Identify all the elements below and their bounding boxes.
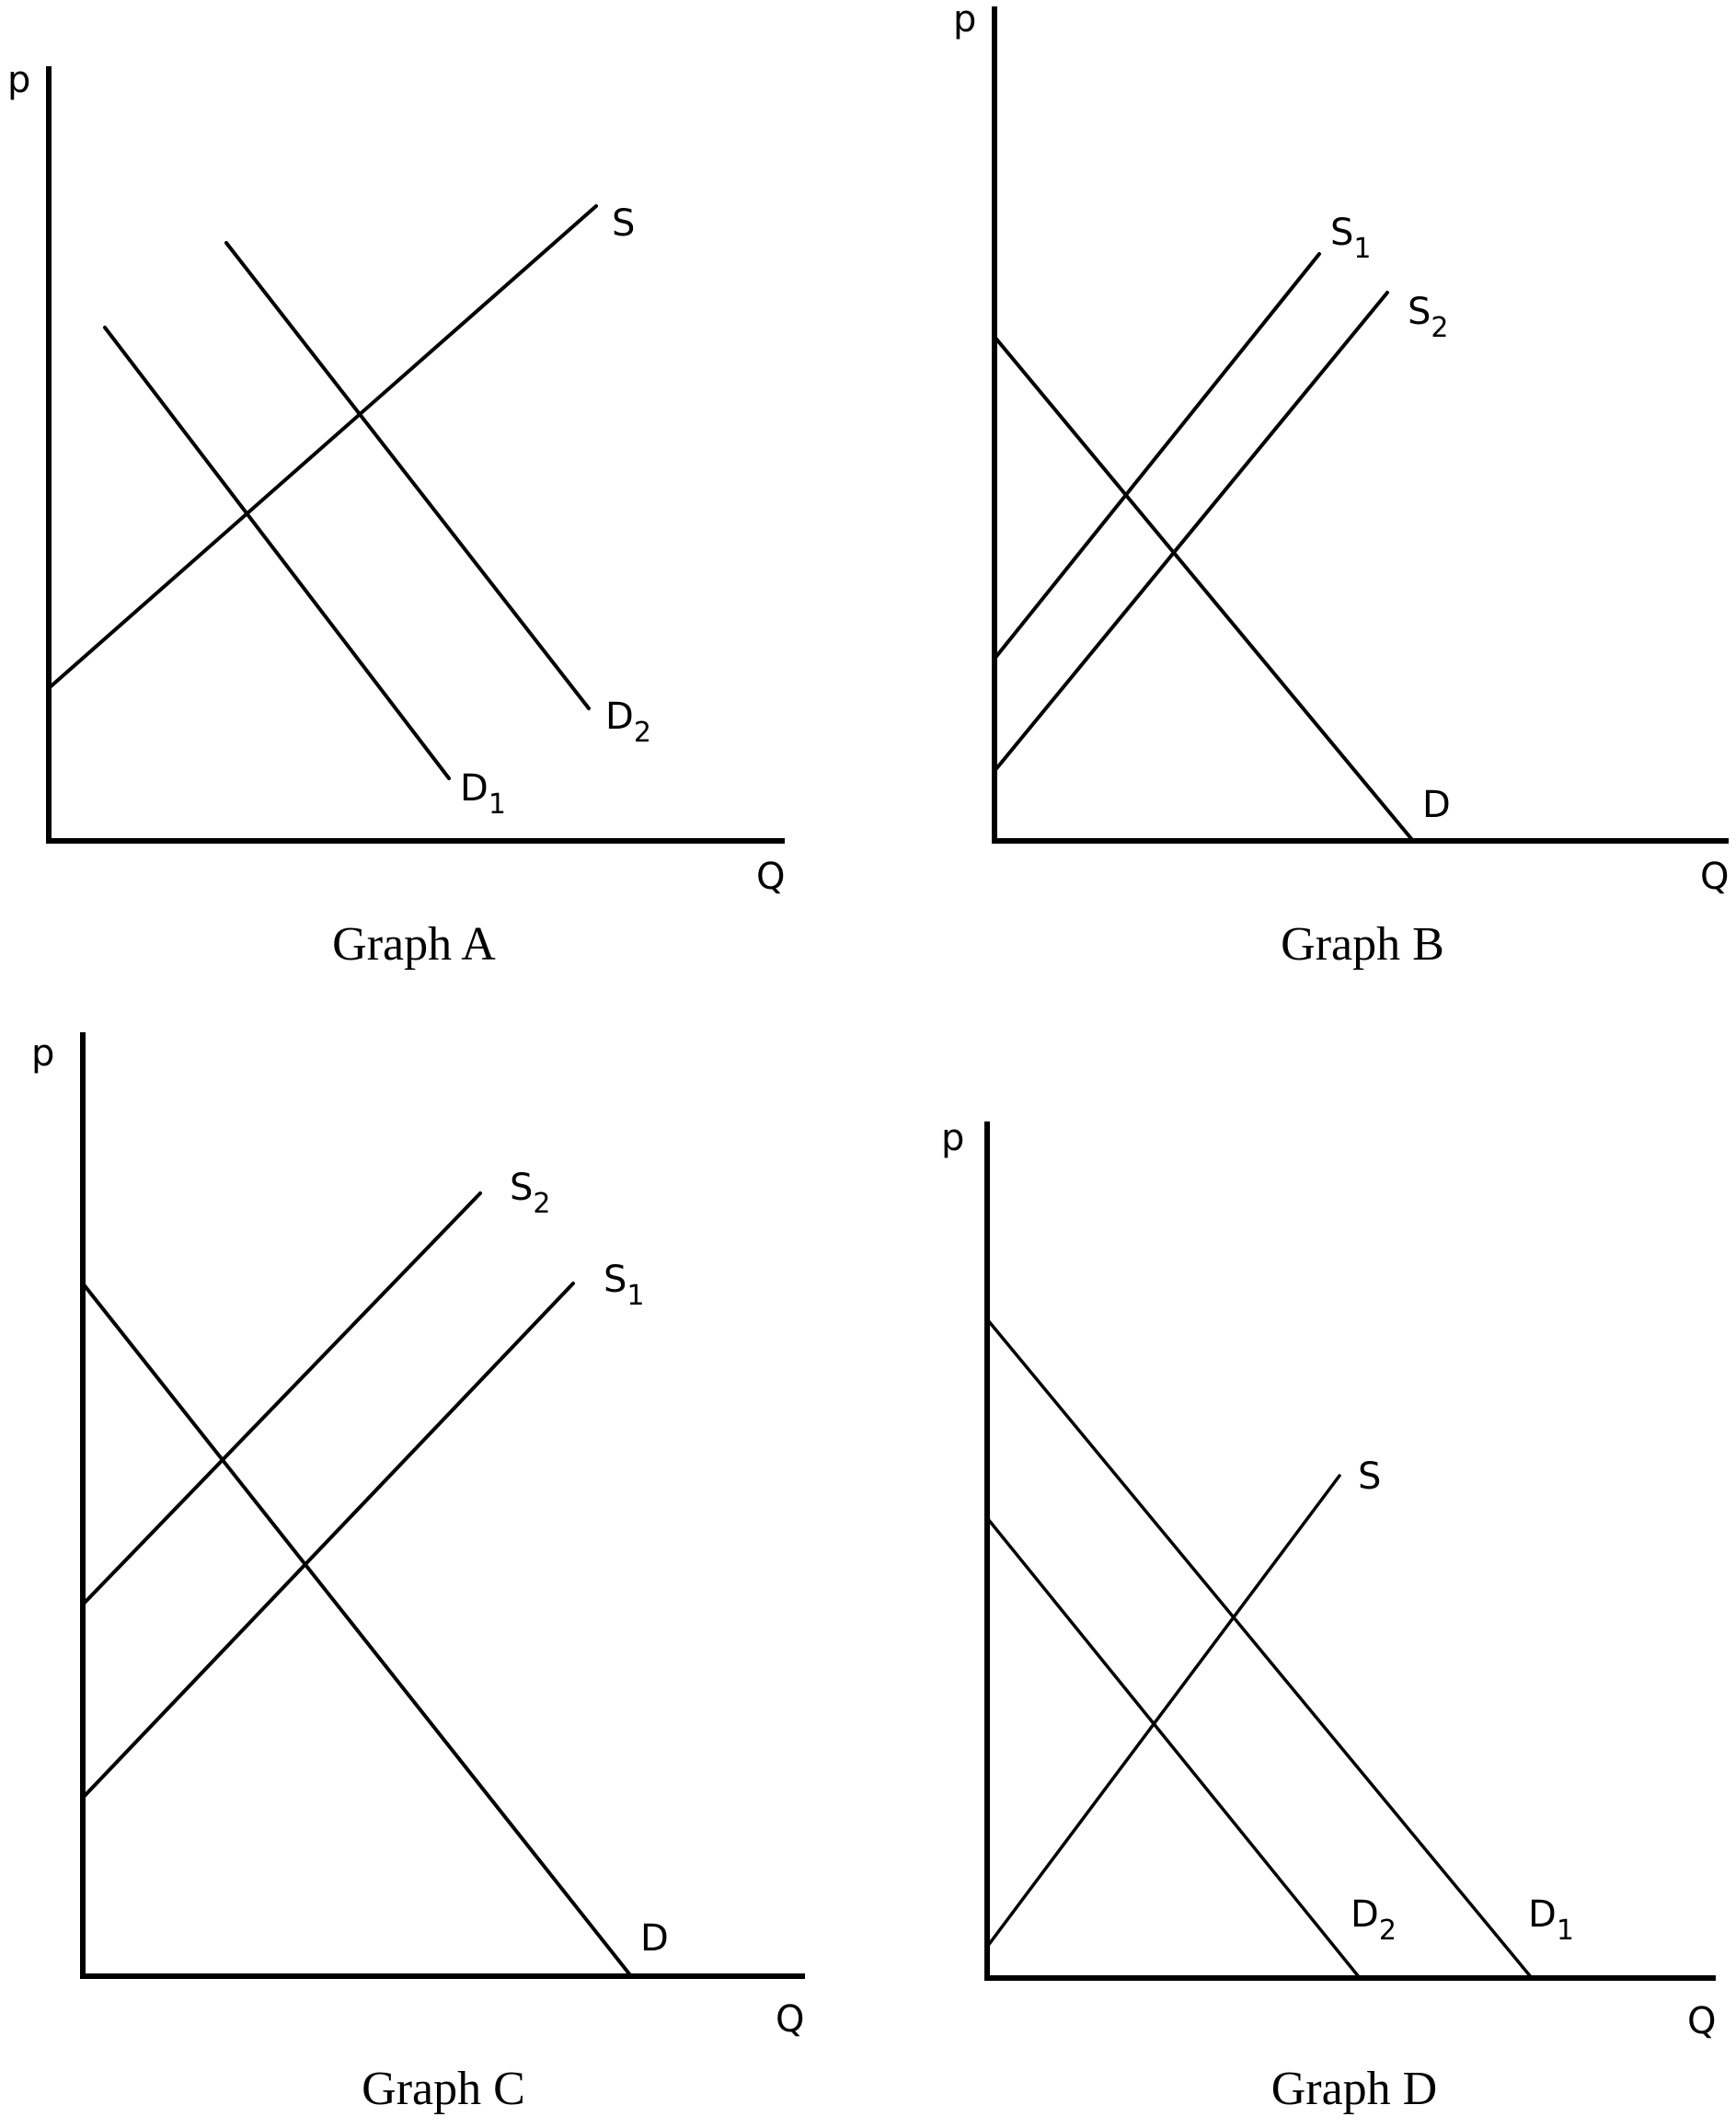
graph-c-demand-curve [81, 1282, 633, 1978]
graph-c-y-axis-label: p [31, 1032, 54, 1075]
graph-c: p Q S2 S1 D Graph C [31, 1032, 805, 2115]
graph-a: p Q S D1 D2 Graph A [7, 59, 785, 971]
graph-c-demand-label: D [640, 1917, 669, 1960]
graph-d-demand-curve-2 [985, 1516, 1362, 1980]
graph-d-y-axis-label: p [941, 1117, 964, 1159]
graph-a-demand-curve-2 [224, 241, 591, 710]
graph-d-supply-curve [985, 1474, 1341, 1949]
graph-d-caption: Graph D [1271, 2063, 1438, 2115]
graph-b-supply-curve-2 [993, 291, 1389, 773]
graph-c-caption: Graph C [362, 2063, 525, 2115]
graph-a-y-axis-label: p [7, 59, 30, 101]
graph-c-supply-1-label: S1 [604, 1259, 644, 1312]
graph-c-x-axis-label: Q [776, 1998, 804, 2041]
graph-b-demand-label: D [1422, 784, 1451, 826]
graph-d-demand-curve-1 [985, 1317, 1534, 1980]
graph-b-x-axis-label: Q [1700, 856, 1729, 898]
graph-b-caption: Graph B [1281, 918, 1444, 971]
graph-d-supply-label: S [1358, 1455, 1381, 1498]
graph-b-demand-curve [993, 335, 1415, 843]
graph-c-supply-curve-1 [81, 1282, 575, 1800]
graph-c-supply-2-label: S2 [510, 1167, 550, 1220]
graph-a-supply-label: S [612, 202, 635, 245]
graph-d-demand-2-label: D2 [1351, 1893, 1397, 1947]
graph-b-supply-2-label: S2 [1408, 291, 1448, 344]
graph-d-x-axis-label: Q [1687, 2000, 1716, 2042]
graph-b-supply-curve-1 [993, 252, 1321, 661]
graph-a-demand-curve-1 [103, 326, 451, 780]
graph-d: p Q S D2 D1 Graph D [941, 1117, 1716, 2115]
graph-b: p Q S1 S2 D Graph B [953, 0, 1729, 971]
graph-a-caption: Graph A [332, 918, 496, 971]
graph-a-demand-1-label: D1 [460, 767, 506, 821]
graph-b-supply-1-label: S1 [1330, 212, 1371, 265]
graph-d-demand-1-label: D1 [1528, 1893, 1574, 1947]
graph-b-y-axis-label: p [953, 0, 976, 40]
graph-a-x-axis-label: Q [756, 856, 785, 898]
graph-c-supply-curve-2 [81, 1191, 482, 1606]
graph-a-demand-2-label: D2 [605, 696, 651, 749]
graph-a-supply-curve [47, 204, 598, 690]
